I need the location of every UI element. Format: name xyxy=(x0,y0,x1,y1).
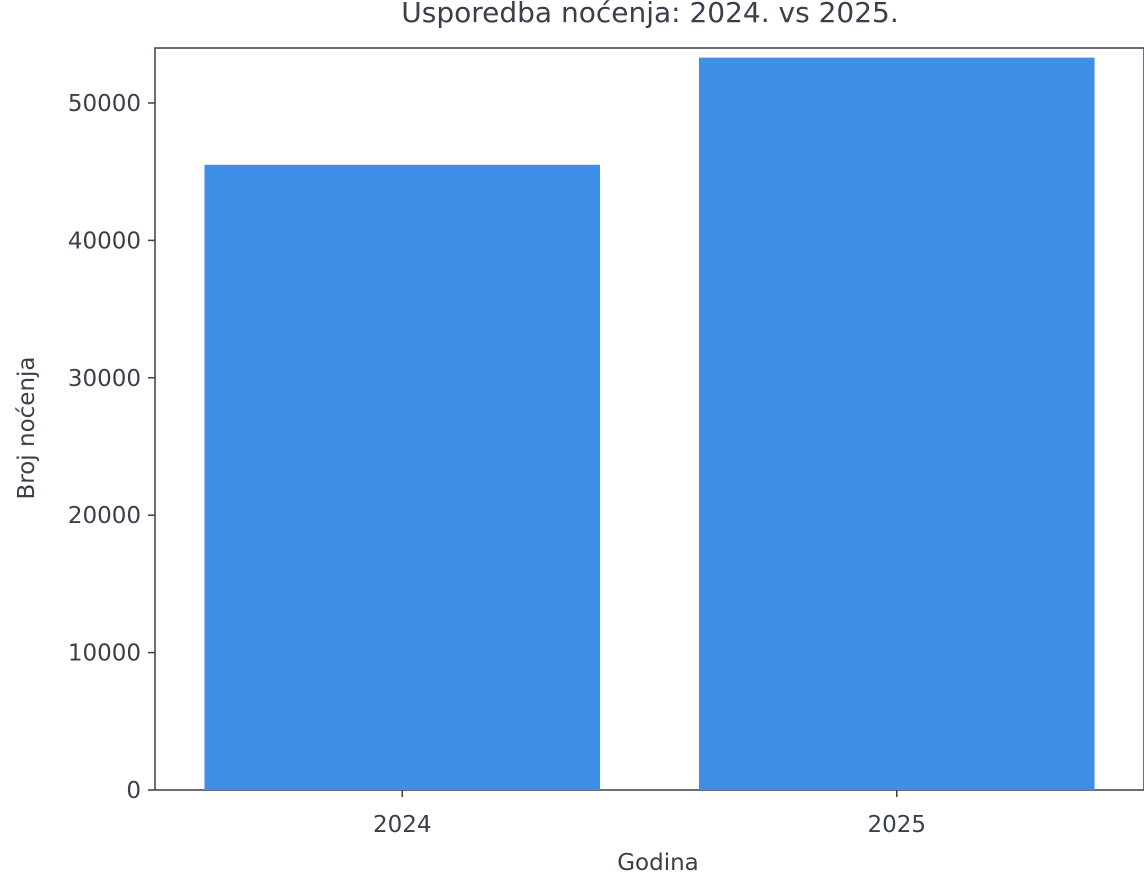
bar-2025 xyxy=(698,57,1095,790)
chart-title: Usporedba noćenja: 2024. vs 2025. xyxy=(401,0,899,29)
plot-area: 2024 2025 0 10000 20000 30000 40000 50000 xyxy=(68,47,1144,838)
y-tick-label-0: 0 xyxy=(126,778,141,804)
x-tick-label-2025: 2025 xyxy=(867,812,926,838)
y-tick-label-30000: 30000 xyxy=(68,366,141,392)
y-tick-label-10000: 10000 xyxy=(68,641,141,667)
bar-2024 xyxy=(204,164,601,791)
plot-frame xyxy=(154,47,1144,791)
x-tick-label-2024: 2024 xyxy=(373,812,432,838)
y-axis-label: Broj noćenja xyxy=(14,356,40,499)
x-axis-label: Godina xyxy=(617,850,699,874)
y-tick-label-20000: 20000 xyxy=(68,503,141,529)
y-tick-label-50000: 50000 xyxy=(68,91,141,117)
y-tick-label-40000: 40000 xyxy=(68,228,141,254)
